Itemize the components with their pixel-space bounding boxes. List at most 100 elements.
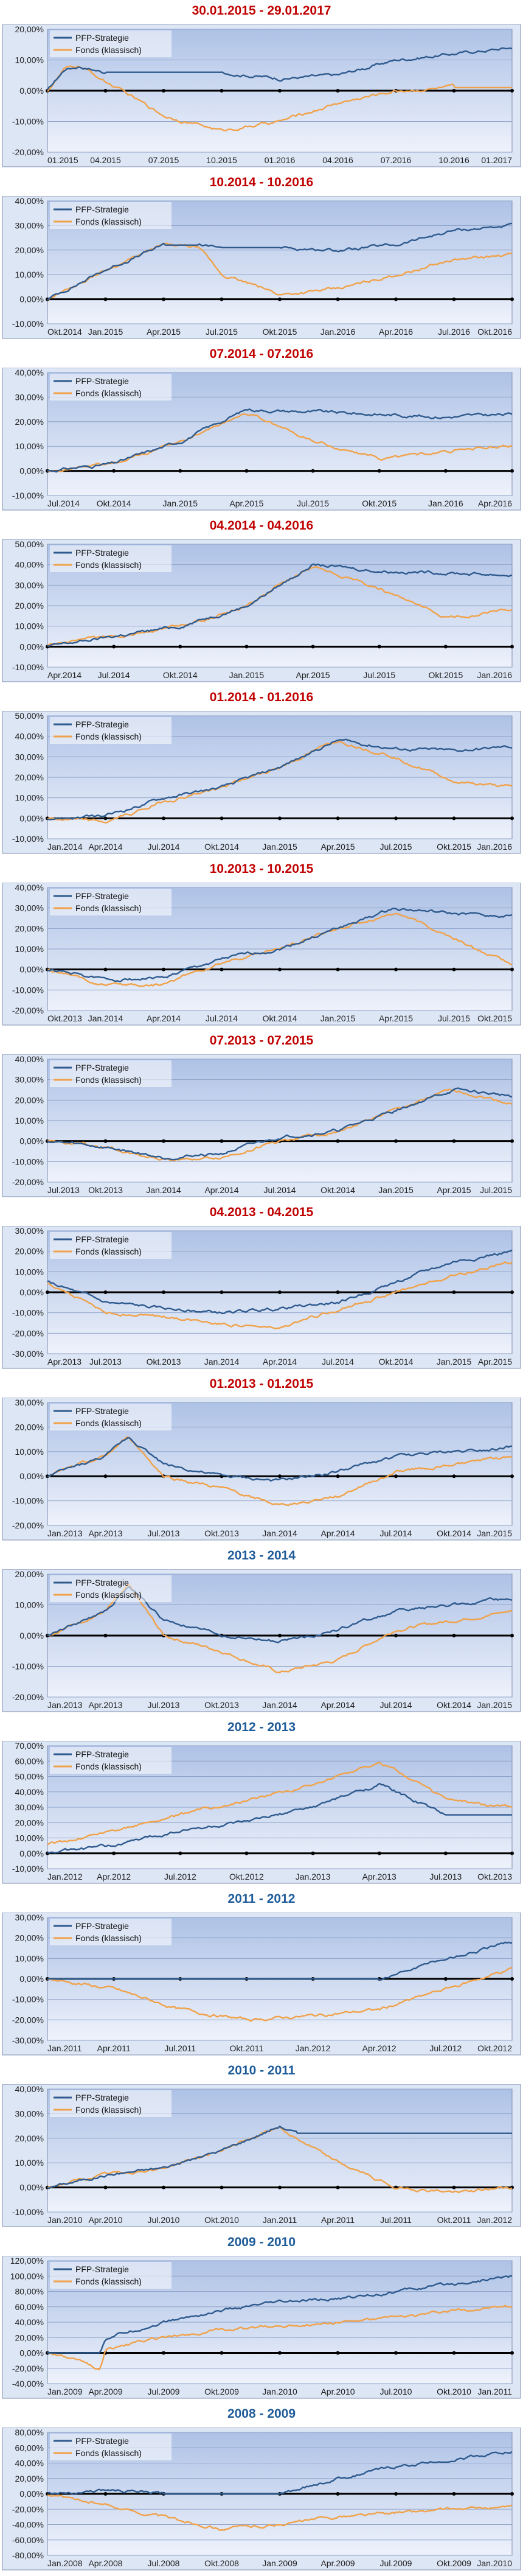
zero-line-marker — [278, 297, 282, 301]
chart-title: 04.2014 - 04.2016 — [209, 519, 314, 533]
x-tick-label: Okt.2011 — [437, 2215, 471, 2225]
chart-svg: 40,00% 30,00% 20,00% 10,00% 0,00% -10,00% -20,… — [2, 1054, 521, 1197]
legend-label: Fonds (klassisch) — [75, 217, 142, 226]
zero-line-marker — [452, 1290, 456, 1294]
zero-line-marker — [336, 2351, 340, 2355]
zero-line-marker — [510, 89, 514, 93]
x-tick-label: Jan.2015 — [477, 1700, 512, 1710]
chart-title: 07.2014 - 07.2016 — [209, 347, 314, 361]
zero-line-marker — [112, 1851, 116, 1855]
y-tick-label: 20,00% — [15, 1569, 44, 1579]
x-tick-label: 10.2015 — [206, 155, 237, 165]
zero-line-marker — [443, 1977, 448, 1981]
y-tick-label: -10,00% — [12, 1995, 44, 2004]
y-tick-label: 10,00% — [15, 944, 44, 954]
y-tick-label: 60,00% — [15, 2302, 44, 2312]
series-line-strategy — [47, 2125, 512, 2189]
legend: PFP-Strategie Fonds (klassisch) — [50, 1232, 171, 1259]
y-tick-label: 0,00% — [19, 1136, 44, 1146]
x-tick-label: Okt.2012 — [229, 1872, 264, 1881]
y-tick-label: 10,00% — [15, 270, 44, 279]
chart-svg: 40,00% 30,00% 20,00% 10,00% 0,00% -10,00% -20,… — [2, 883, 521, 1026]
legend-label: PFP-Strategie — [75, 2436, 129, 2446]
series-line-strategy — [46, 47, 513, 91]
series-line-fund — [47, 912, 513, 987]
x-tick-label: Jan.2013 — [47, 1700, 83, 1710]
chart-panel: 2008 - 2009 80,00% 60,00% 40,00% 20,00% 0,00%… — [0, 2403, 523, 2575]
y-tick-label: 0,00% — [19, 2183, 44, 2193]
y-tick-label: 70,00% — [15, 1741, 44, 1751]
x-tick-label: Jan.2008 — [47, 2558, 83, 2568]
x-tick-label: Jan.2012 — [296, 2043, 331, 2053]
x-tick-label: Jan.2014 — [204, 1357, 240, 1367]
y-tick-label: 0,00% — [19, 965, 44, 975]
x-tick-label: Okt.2014 — [163, 670, 198, 680]
x-tick-label: Okt.2013 — [204, 1700, 239, 1710]
x-tick-label: Apr.2014 — [204, 1185, 238, 1195]
y-tick-label: -30,00% — [12, 2035, 44, 2045]
zero-line-marker — [394, 816, 398, 821]
y-tick-label: 20,00% — [15, 601, 44, 611]
x-tick-label: Okt.2016 — [477, 327, 512, 337]
legend-label: Fonds (klassisch) — [75, 1247, 142, 1256]
x-tick-label: Okt.2014 — [47, 327, 82, 337]
zero-line-marker — [510, 1634, 514, 1637]
chart-panel: 2009 - 2010 120,00% 100,00% 80,00% 60,00% 40,… — [0, 2231, 523, 2403]
zero-line-marker — [336, 967, 340, 971]
series-line-strategy — [47, 908, 513, 982]
legend-label: Fonds (klassisch) — [75, 1933, 142, 1943]
x-tick-label: Jan.2015 — [477, 1528, 512, 1538]
zero-line-marker — [220, 2351, 224, 2355]
zero-line-marker — [443, 645, 448, 649]
zero-line-marker — [162, 297, 165, 301]
y-tick-label: -20,00% — [12, 1177, 44, 1187]
zero-line-marker — [510, 1851, 514, 1855]
x-tick-label: Okt.2013 — [147, 1357, 181, 1367]
zero-line-marker — [452, 816, 456, 821]
x-tick-label: Jan.2009 — [262, 2558, 297, 2568]
x-tick-label: Okt.2008 — [204, 2558, 239, 2568]
zero-line-marker — [162, 2351, 165, 2355]
x-tick-label: Jul.2009 — [148, 2387, 180, 2396]
chart-panel: 2012 - 2013 70,00% 60,00% 50,00% 40,00% 30,00… — [0, 1717, 523, 1888]
legend-label: PFP-Strategie — [75, 1578, 129, 1587]
zero-line-marker — [220, 967, 224, 971]
y-tick-label: 30,00% — [15, 903, 44, 913]
legend-box — [50, 889, 171, 915]
chart-panel: 10.2014 - 10.2016 40,00% 30,00% 20,00% 10,00… — [0, 172, 523, 343]
legend-label: Fonds (klassisch) — [75, 903, 142, 913]
chart-panel: 07.2013 - 07.2015 40,00% 30,00% 20,00% 10,00… — [0, 1030, 523, 1202]
zero-line-marker — [336, 1474, 340, 1479]
x-tick-label: Apr.2016 — [478, 499, 512, 508]
legend: PFP-Strategie Fonds (klassisch) — [50, 2090, 171, 2117]
chart-title: 2008 - 2009 — [227, 2407, 296, 2421]
x-tick-label: Jul.2013 — [429, 1872, 462, 1881]
y-tick-label: 0,00% — [19, 813, 44, 823]
x-tick-label: 01.2015 — [47, 155, 78, 165]
legend-label: Fonds (klassisch) — [75, 560, 142, 570]
chart-title: 2009 - 2010 — [227, 2235, 296, 2249]
legend-label: Fonds (klassisch) — [75, 732, 142, 741]
zero-line-marker — [103, 2492, 108, 2496]
y-tick-label: -20,00% — [12, 1692, 44, 1702]
series-line-fund — [47, 2494, 513, 2531]
x-tick-label: Jul.2011 — [164, 2043, 196, 2053]
series-line-strategy — [47, 2275, 513, 2354]
legend-box — [50, 2262, 171, 2289]
y-tick-label: -20,00% — [12, 1521, 44, 1530]
y-tick-label: 30,00% — [15, 1398, 44, 1407]
y-tick-label: 50,00% — [15, 711, 44, 721]
y-tick-label: 30,00% — [15, 2109, 44, 2118]
zero-line-marker — [377, 1851, 381, 1855]
y-tick-label: -10,00% — [12, 319, 44, 329]
x-tick-label: Jan.2015 — [378, 1185, 414, 1195]
y-tick-label: 40,00% — [15, 560, 44, 570]
x-tick-label: Jan.2010 — [47, 2215, 83, 2225]
zero-line-marker — [510, 645, 514, 649]
legend-box — [50, 374, 171, 401]
x-tick-label: Okt.2013 — [47, 1013, 82, 1023]
chart-panel: 01.2014 - 01.2016 50,00% 40,00% 30,00% 20,00… — [0, 687, 523, 858]
series-line-fund — [47, 1762, 513, 1846]
chart-svg: 40,00%30,00%20,00%10,00%0,00%-10,00%Jul.… — [2, 368, 521, 511]
x-tick-label: Apr.2014 — [320, 1528, 355, 1538]
